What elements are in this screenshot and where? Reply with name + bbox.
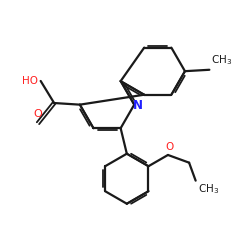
Text: O: O — [165, 142, 173, 152]
Text: CH$_3$: CH$_3$ — [198, 182, 219, 196]
Text: N: N — [132, 99, 142, 112]
Text: O: O — [34, 110, 42, 120]
Text: CH$_3$: CH$_3$ — [211, 54, 233, 67]
Text: HO: HO — [22, 76, 38, 86]
